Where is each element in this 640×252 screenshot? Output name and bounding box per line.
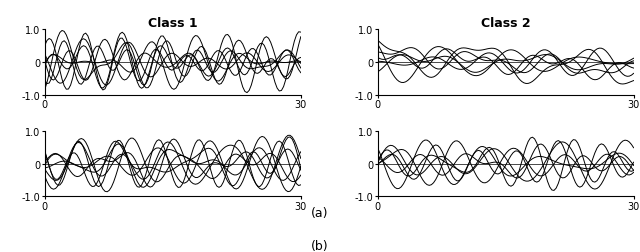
Title: Class 2: Class 2 <box>481 17 531 30</box>
Text: (b): (b) <box>311 239 329 252</box>
Text: (a): (a) <box>311 206 329 219</box>
Title: Class 1: Class 1 <box>148 17 198 30</box>
